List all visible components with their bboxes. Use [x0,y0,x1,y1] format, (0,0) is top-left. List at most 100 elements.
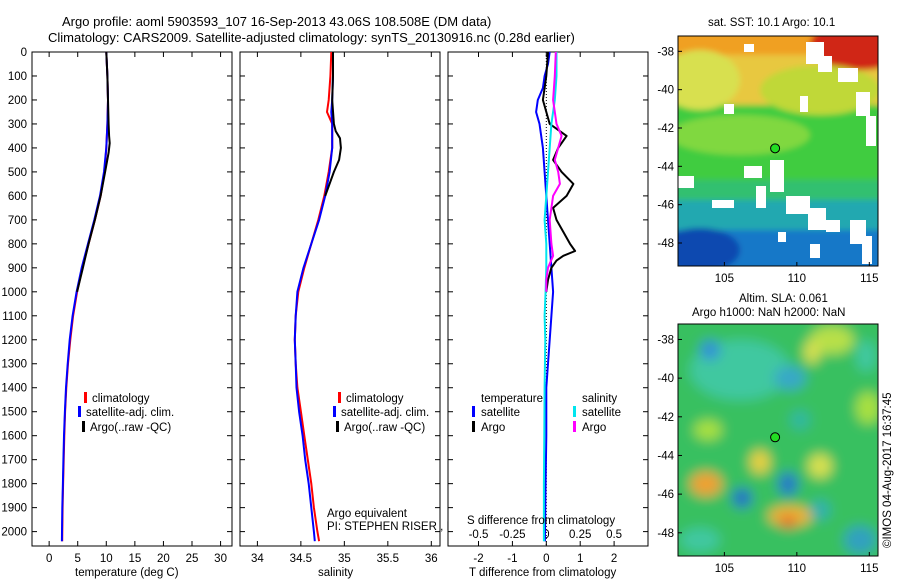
x-tick-label: 35 [338,553,351,565]
legend-swatch-climatology [338,392,341,403]
s-diff-tick-label: 0 [543,529,549,541]
map-y-tick-label: -48 [657,528,674,540]
s-diff-tick-label: -0.5 [469,529,489,541]
map-x-tick-label: 115 [860,563,878,575]
legend-swatch-argo [336,421,339,432]
x-tick-label: 0 [46,553,52,565]
depth-tick-label: 1000 [1,287,27,299]
x-tick-label: 20 [157,553,170,565]
x-tick-label: 2 [611,553,617,565]
sla-title-1: Altim. SLA: 0.061 [739,293,828,305]
depth-tick-label: 1900 [1,503,27,515]
salinity-x-ticks: 34 34.5 35 35.5 36 [251,52,438,565]
depth-tick-label: 1300 [1,359,27,371]
depth-tick-label: 1500 [1,407,27,419]
legend-swatch-t-argo [472,421,475,432]
legend-t-satellite: satellite [481,407,520,419]
title-line-1: Argo profile: aoml 5903593_107 16-Sep-20… [62,14,491,29]
map-y-tick-label: -40 [657,85,674,97]
depth-tick-label: 2000 [1,527,27,539]
map-x-tick-label: 110 [788,273,806,285]
temperature-legend: climatology satellite-adj. clim. Argo(..… [78,392,174,434]
legend-temperature: temperature [481,393,543,405]
sla-map-panel: Altim. SLA: 0.061 Argo h1000: NaN h2000:… [657,293,879,575]
legend-s-satellite: satellite [582,407,621,419]
difference-axes [447,51,649,547]
salinity-axes [239,51,441,547]
sla-float-marker [770,432,781,443]
sla-title-2: Argo h1000: NaN h2000: NaN [692,307,845,319]
x-tick-label: -2 [473,553,483,565]
difference-xlabel: T difference from climatology [469,567,616,579]
difference-top-ticks: -0.5 -0.25 0 0.25 0.5 [469,529,623,541]
legend-swatch-argo [82,421,85,432]
series-line-s-argo [545,51,563,292]
temperature-axes [31,51,233,547]
legend-satellite: satellite-adj. clim. [341,407,429,419]
map-y-tick-label: -46 [657,489,674,501]
s-diff-tick-label: 0.25 [569,529,591,541]
salinity-lines [293,51,342,542]
legend-t-argo: Argo [481,422,505,434]
legend-swatch-climatology [84,392,87,403]
salinity-y-ticks [240,51,440,533]
depth-tick-label: 1600 [1,431,27,443]
depth-tick-label: 1700 [1,455,27,467]
temperature-panel: 0100200300400500600700800900100011001200… [1,47,233,579]
series-line-argo [324,52,342,197]
depth-tick-label: 100 [8,71,27,83]
sst-field [678,36,878,266]
map-y-tick-label: -38 [657,46,674,58]
difference-lines [535,51,577,542]
x-tick-label: 25 [186,553,199,565]
series-line-satellite-adj-clim- [60,51,109,542]
difference-y-ticks [448,51,648,533]
series-line-satellite-adj-clim- [293,52,334,542]
salinity-panel: 34 34.5 35 35.5 36 salinity climatology sate… [239,51,561,579]
depth-tick-label: 800 [8,239,27,251]
x-tick-label: 5 [75,553,81,565]
map-y-tick-label: -42 [657,123,674,135]
salinity-xlabel: salinity [318,567,353,579]
x-tick-label: 34.5 [290,553,312,565]
s-diff-tick-label: 0.5 [606,529,622,541]
map-y-tick-label: -38 [657,334,674,346]
difference-panel: -2 -1 0 1 2 -0.5 -0.25 0 0.25 0.5 T difference f… [447,51,649,579]
sla-ticks: 105 110 115 -38 -40 -42 -44 -46 -48 [657,334,878,575]
x-tick-label: 35.5 [377,553,399,565]
sst-map-panel: sat. SST: 10.1 Argo: 10.1 [657,17,879,285]
legend-satellite: satellite-adj. clim. [86,407,174,419]
depth-tick-label: 1100 [2,311,27,323]
x-tick-label: -1 [507,553,517,565]
depth-tick-label: 900 [8,263,27,275]
series-line-t-satellite [535,51,555,542]
map-y-tick-label: -44 [657,161,674,173]
x-tick-label: 34 [251,553,264,565]
legend-salinity: salinity [582,393,617,405]
depth-tick-label: 300 [8,119,27,131]
difference-x-ticks: -2 -1 0 1 2 [473,52,617,565]
map-x-tick-label: 105 [715,273,734,285]
map-y-tick-label: -40 [657,373,674,385]
legend-swatch-s-satellite [573,406,576,417]
difference-top-label: S difference from climatology [467,515,615,527]
map-x-tick-label: 115 [860,273,878,285]
sst-title: sat. SST: 10.1 Argo: 10.1 [708,17,835,29]
legend-swatch-t-satellite [472,406,475,417]
map-x-tick-label: 110 [788,563,806,575]
series-line-s-satellite [542,52,558,542]
legend-swatch-satellite [78,406,81,417]
map-x-tick-label: 105 [715,563,734,575]
depth-tick-label: 0 [21,47,27,59]
depth-tick-label: 200 [8,95,27,107]
x-tick-label: 0 [543,553,549,565]
depth-tick-label: 1400 [1,383,27,395]
depth-tick-label: 700 [8,215,27,227]
sla-field [678,324,878,556]
legend-swatch-satellite [333,406,336,417]
legend-argo: Argo(..raw -QC) [344,422,425,434]
legend-argo: Argo(..raw -QC) [90,422,171,434]
title-line-2: Climatology: CARS2009. Satellite-adjuste… [48,30,575,45]
depth-tick-label: 600 [8,191,27,203]
